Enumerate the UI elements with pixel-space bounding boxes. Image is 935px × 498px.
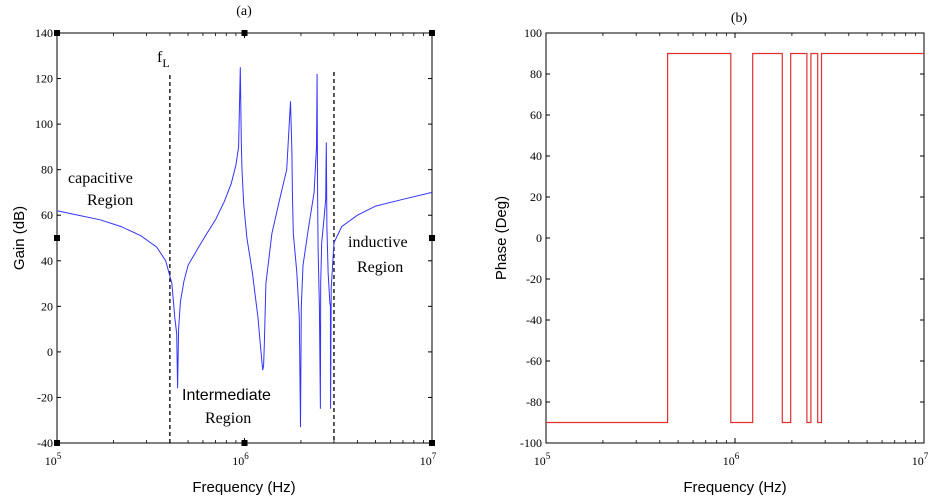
b-xtick-label: 106 — [723, 451, 740, 468]
intermediate-region-label: Region — [205, 410, 251, 427]
b-xtick-label: 107 — [912, 451, 929, 468]
frame-handle — [429, 235, 435, 241]
y-axis-label-b: Phase (Deg) — [493, 196, 510, 280]
b-ytick-label: 0 — [536, 231, 542, 245]
tick-marks-b — [546, 33, 924, 443]
frame-handle — [429, 440, 435, 446]
frame-handle — [54, 440, 60, 446]
frame-handle — [242, 440, 248, 446]
frame-handle — [242, 30, 248, 36]
x-tick-labels-a: 105 106 107 — [45, 451, 437, 468]
a-ytick-label: 120 — [35, 72, 53, 86]
inductive-label: inductive — [348, 234, 408, 251]
a-ytick-label: 40 — [41, 254, 53, 268]
b-ytick-label: 80 — [530, 67, 542, 81]
a-ytick-label: 100 — [35, 117, 53, 131]
phase-series-line — [546, 54, 924, 423]
panel-label-a: (a) — [236, 4, 252, 19]
b-ytick-label: 40 — [530, 149, 542, 163]
plot-frame-b — [546, 33, 924, 443]
b-xtick-label: 105 — [534, 451, 551, 468]
b-ytick-label: -100 — [520, 436, 542, 450]
y-tick-labels-a: -40 -20 0 20 40 60 80 100 120 140 — [35, 26, 53, 450]
y-tick-labels-b: -100 -80 -60 -40 -20 0 20 40 60 80 100 — [520, 26, 542, 450]
inductive-region-label: Region — [357, 259, 403, 276]
a-ytick-label: 80 — [41, 163, 53, 177]
frame-handle — [54, 30, 60, 36]
a-ytick-label: -40 — [37, 436, 53, 450]
x-axis-label-a: Frequency (Hz) — [192, 479, 295, 496]
fl-label: fL — [157, 49, 170, 70]
b-ytick-label: -60 — [526, 354, 542, 368]
y-axis-label-a: Gain (dB) — [11, 206, 28, 270]
a-xtick-label: 106 — [232, 451, 249, 468]
a-xtick-label: 105 — [45, 451, 62, 468]
a-ytick-label: 0 — [47, 345, 53, 359]
a-ytick-label: 60 — [41, 208, 53, 222]
intermediate-label: Intermediate — [182, 387, 271, 404]
capacitive-region-label: Region — [87, 192, 133, 209]
a-ytick-label: 20 — [41, 299, 53, 313]
panel-label-b: (b) — [731, 11, 748, 26]
b-ytick-label: -20 — [526, 272, 542, 286]
b-ytick-label: -80 — [526, 395, 542, 409]
gain-chart: (a) -40 -20 0 20 40 60 80 100 120 140 105 106 107 f… — [11, 4, 437, 496]
a-ytick-label: -20 — [37, 390, 53, 404]
a-xtick-label: 107 — [420, 451, 437, 468]
x-axis-label-b: Frequency (Hz) — [683, 479, 786, 496]
b-ytick-label: -40 — [526, 313, 542, 327]
capacitive-label: capacitive — [68, 170, 133, 187]
b-ytick-label: 20 — [530, 190, 542, 204]
frame-handle — [54, 235, 60, 241]
a-ytick-label: 140 — [35, 26, 53, 40]
x-tick-labels-b: 105 106 107 — [534, 451, 929, 468]
frame-handle — [429, 30, 435, 36]
b-ytick-label: 100 — [524, 26, 542, 40]
b-ytick-label: 60 — [530, 108, 542, 122]
